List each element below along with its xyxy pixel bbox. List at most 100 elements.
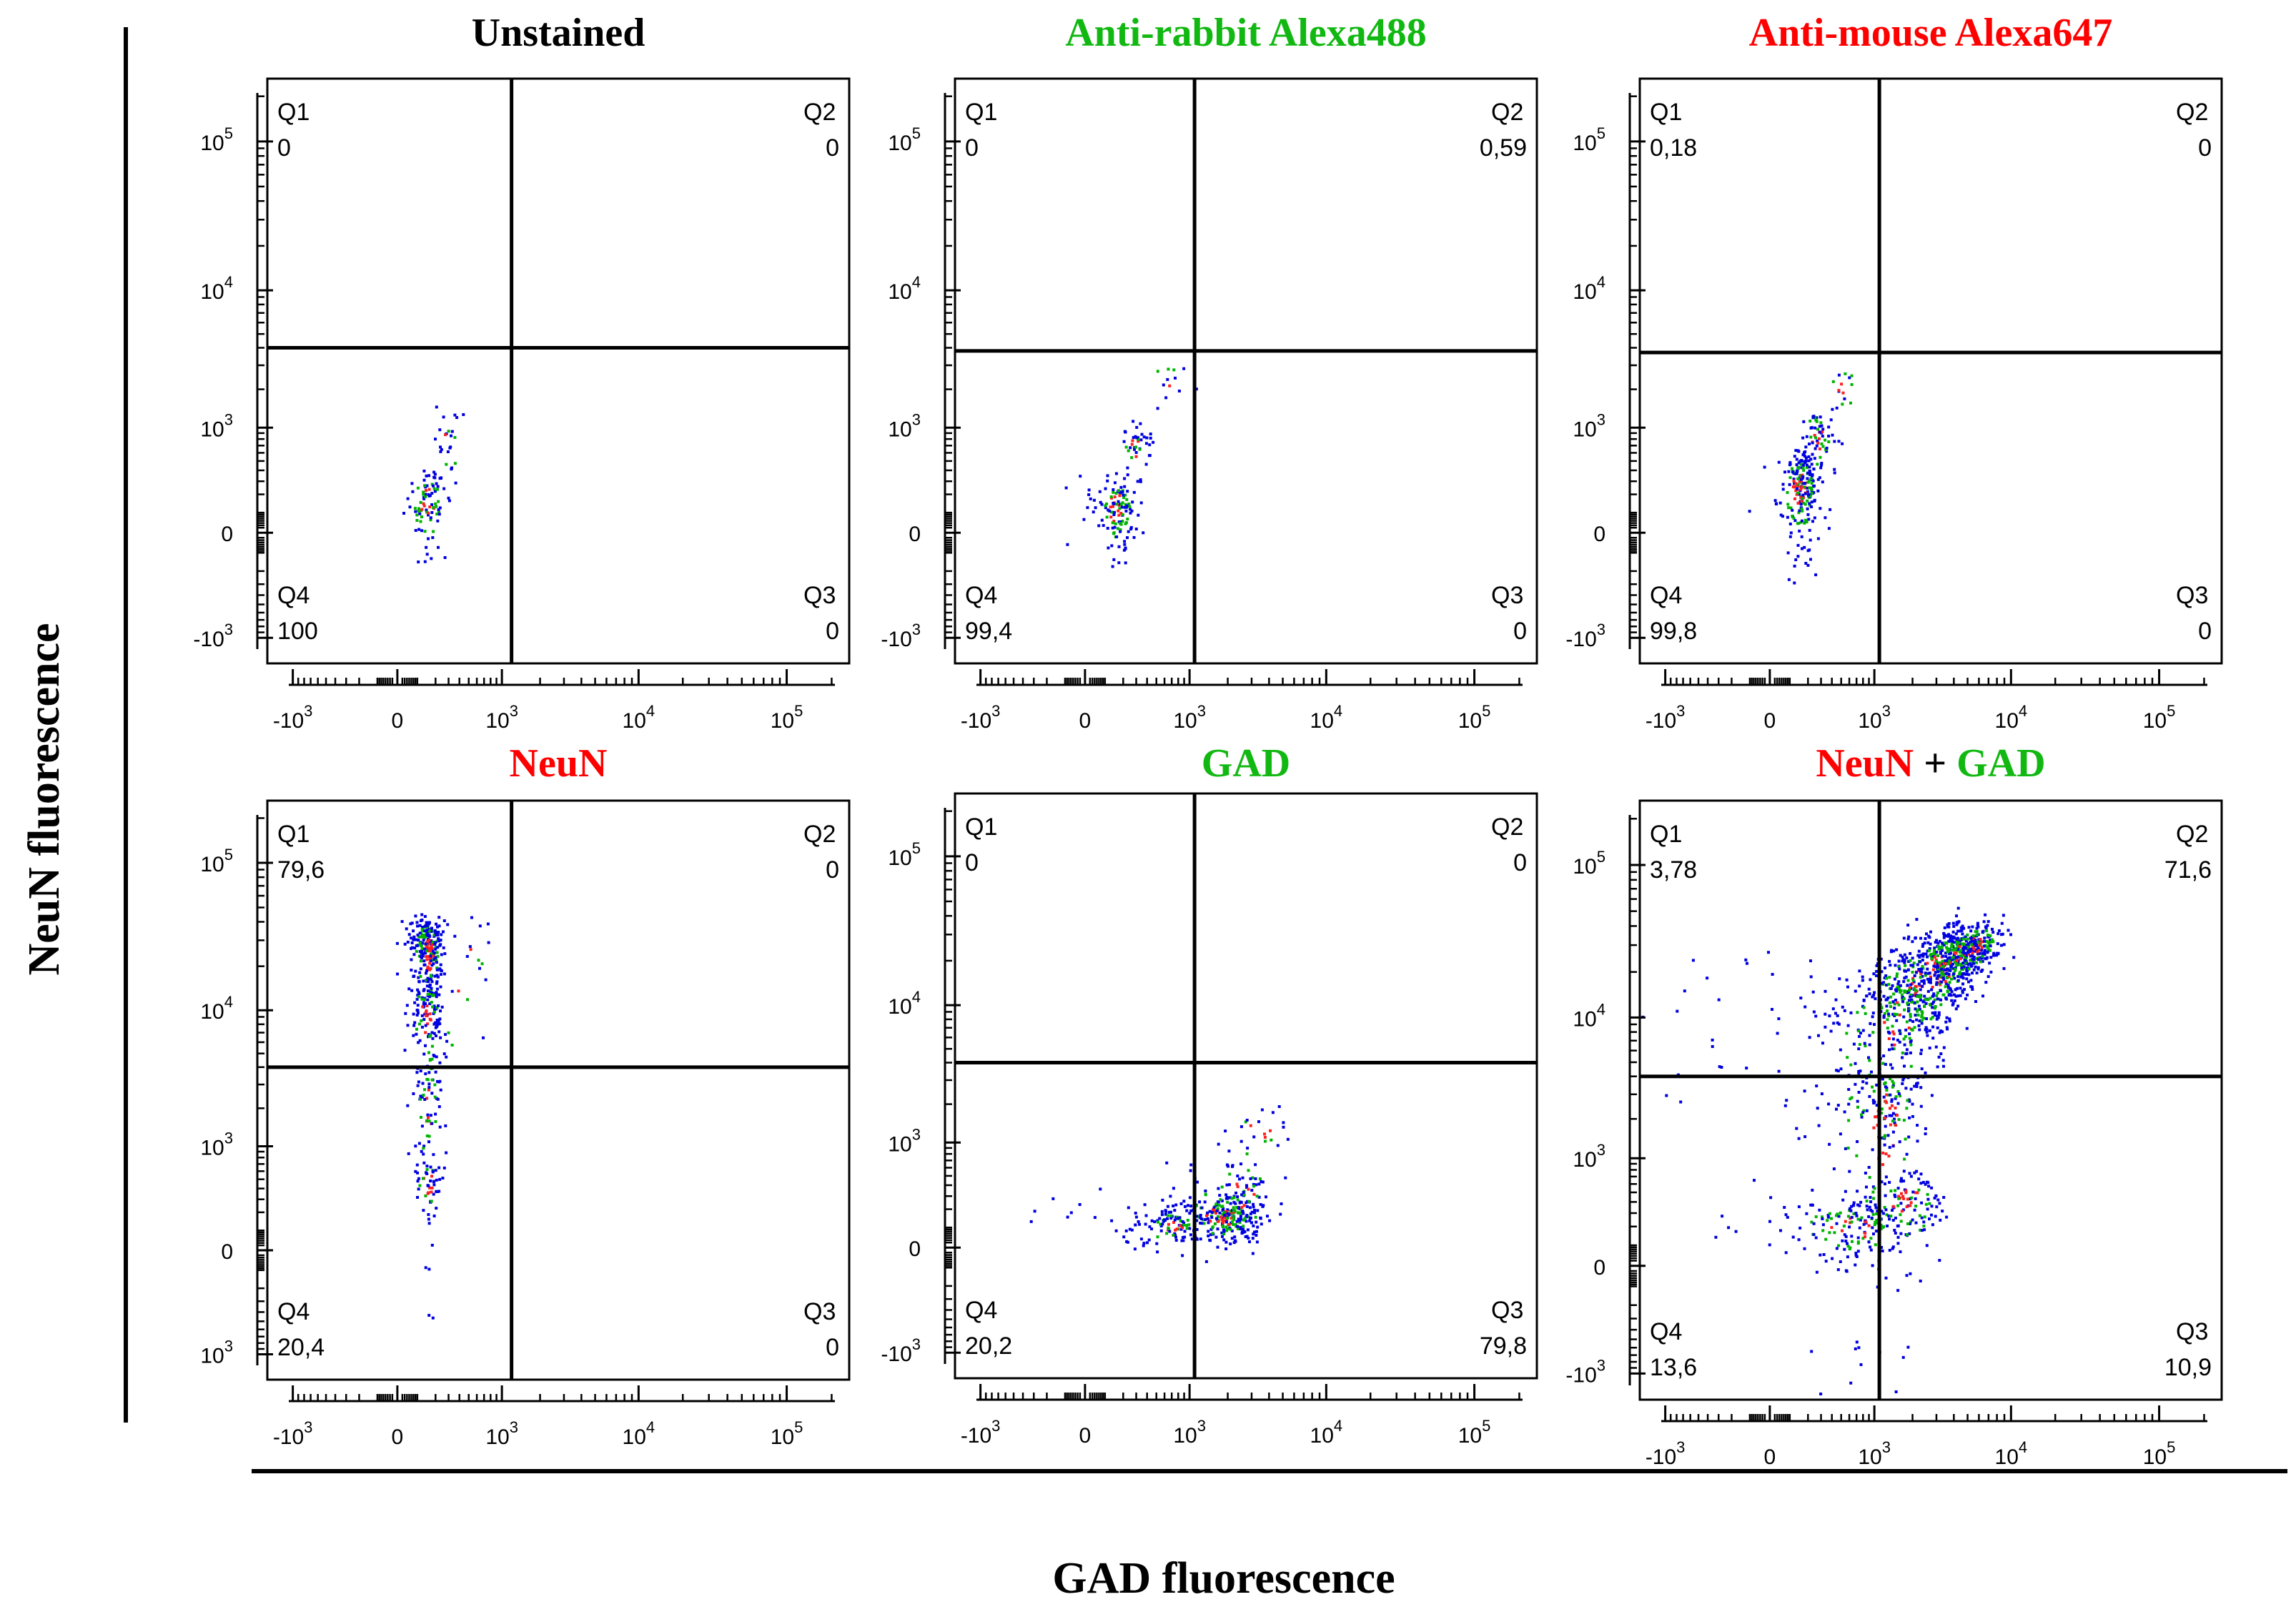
event-dot [1216,1245,1219,1249]
event-dot [444,1033,447,1037]
event-dot [1222,1210,1226,1214]
event-dot [422,939,425,942]
event-dot [1871,1264,1874,1267]
quadrant-q1-label: Q1 [277,821,310,848]
event-dot [422,952,425,956]
event-dot [1261,1180,1265,1184]
event-dot [432,1032,436,1035]
event-dot [1836,1268,1840,1272]
event-dot [1890,1104,1894,1107]
event-dot [414,969,417,973]
event-dot [1958,938,1961,941]
event-dot [1826,1215,1830,1219]
event-dot [1891,1130,1895,1134]
y-tick-label: 105 [1573,124,1605,155]
event-dot [1806,513,1810,516]
event-dot [1954,988,1957,992]
event-dot [1867,1215,1871,1218]
event-dot [1094,506,1097,510]
event-dot [1836,1104,1840,1107]
event-dot [433,490,437,493]
event-dot [1909,1204,1912,1207]
event-dot [414,529,417,532]
event-dot [1960,964,1964,968]
event-dot [1841,1229,1844,1232]
event-dot [1276,1144,1280,1147]
event-dot [1134,1212,1137,1215]
event-dot [1118,494,1122,498]
event-dot [1168,384,1172,387]
event-dot [1811,415,1815,419]
event-dot [1928,1003,1931,1007]
event-dot [1917,1024,1921,1027]
event-dot [1777,1017,1781,1021]
event-dot [1808,479,1811,483]
event-dot [1180,1239,1184,1242]
event-dot [1255,1220,1258,1224]
event-dot [1859,1069,1862,1073]
event-dot [1964,959,1967,962]
event-dot [1947,986,1950,989]
event-dot [1212,1206,1216,1210]
event-dot [1909,951,1912,955]
event-dot [1940,980,1944,984]
event-dot [1938,939,1941,943]
event-dot [1917,949,1921,953]
event-dot [432,506,435,510]
event-dot [1795,463,1798,467]
event-dot [1954,946,1958,950]
event-dot [1916,1139,1919,1143]
event-dot [1228,1196,1232,1200]
y-tick-label: 103 [1573,1141,1605,1172]
plot-title-part: NeuN [1816,741,1914,786]
event-dot [1174,1203,1178,1207]
event-dot [1850,1235,1854,1238]
event-dot [414,1144,417,1148]
event-dot [1763,465,1766,469]
event-dot [1768,1220,1771,1223]
event-dot [1936,1015,1940,1019]
event-dot [1868,1043,1871,1047]
event-dot [1801,493,1805,497]
event-dot [1900,993,1904,997]
event-dot [1129,528,1133,530]
event-dot [1883,1021,1886,1024]
event-dot [1959,954,1963,957]
event-dot [1800,460,1803,463]
event-dot [1849,1063,1853,1067]
x-tick-label: 105 [1458,702,1491,733]
event-dot [1893,1193,1896,1197]
event-dot [1152,440,1155,444]
event-dot [1961,942,1965,946]
event-dot [1794,449,1798,453]
event-dot [1804,460,1808,463]
event-dot [1961,991,1964,994]
event-dot [1983,936,1986,940]
event-dot [434,956,437,960]
event-dot [1897,1195,1901,1198]
event-dot [1271,1111,1275,1114]
event-dot [1138,447,1142,451]
quadrant-q1-label: Q1 [965,814,997,841]
event-dot [415,1014,419,1017]
event-dot [1935,983,1939,986]
event-dot [1134,1223,1137,1227]
event-dot [1941,1030,1944,1034]
event-dot [1930,1186,1934,1190]
event-dot [1941,941,1944,945]
event-dot [440,1005,444,1009]
event-dot [1945,1026,1949,1029]
event-dot [1167,1222,1170,1226]
event-dot [417,995,420,999]
event-dot [1944,1020,1948,1024]
event-dot [1976,946,1980,949]
event-dot [1896,1204,1900,1207]
event-dot [439,1036,442,1039]
event-dot [1204,1218,1207,1221]
event-dot [1240,1206,1244,1209]
event-dot [1988,961,1991,965]
event-dot [1806,499,1809,503]
